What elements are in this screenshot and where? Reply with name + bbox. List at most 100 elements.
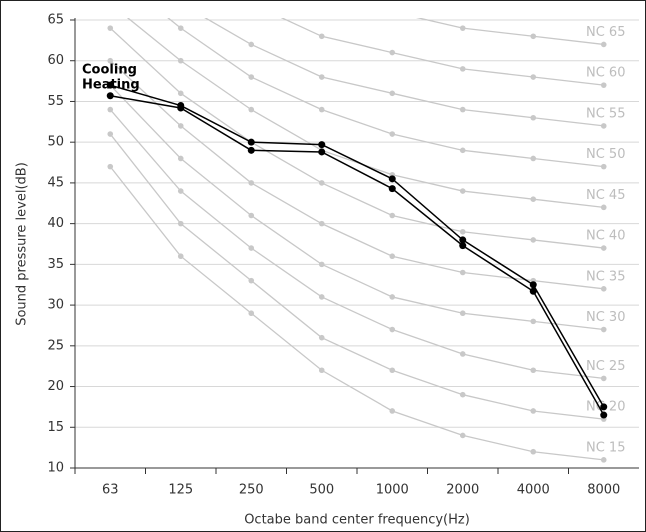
y-tick-label: 50: [47, 135, 64, 150]
reference-line: [415, 18, 604, 46]
reference-point: [600, 457, 607, 463]
reference-point: [389, 49, 396, 56]
reference-label: NC 55: [586, 106, 625, 121]
reference-point: [530, 408, 537, 414]
series-line: [110, 95, 605, 416]
grid: 10 15 20 25 30 35 40 45 50 55 60 65 63 125 250 500 1000 2…: [47, 13, 639, 498]
reference-point: [107, 57, 114, 64]
y-tick-label: 20: [47, 379, 64, 394]
y-tick-label: 25: [47, 338, 64, 353]
legend-label: Heating: [82, 78, 140, 93]
data-point: [318, 141, 326, 149]
reference-point: [389, 212, 396, 219]
reference-label: NC 25: [586, 359, 625, 374]
reference-line: [167, 18, 604, 168]
reference-point: [459, 147, 466, 154]
reference-line: [109, 109, 604, 380]
reference-point: [600, 82, 607, 88]
y-axis-title: Sound pressure level(dB): [15, 162, 30, 326]
data-point: [529, 281, 537, 289]
y-tick-label: 10: [47, 461, 64, 476]
reference-point: [530, 448, 537, 455]
reference-point: [530, 114, 537, 121]
x-tick-label: 4000: [517, 483, 550, 498]
x-tick-label: 8000: [587, 483, 620, 498]
reference-point: [389, 294, 396, 300]
reference-point: [107, 163, 114, 170]
data-point: [600, 403, 608, 411]
reference-label: NC 50: [586, 147, 625, 162]
data-point: [318, 148, 326, 156]
reference-label: NC 60: [586, 66, 625, 81]
reference-point: [600, 204, 607, 211]
reference-point: [318, 261, 325, 268]
reference-label: NC 30: [586, 310, 625, 325]
reference-line: [204, 18, 604, 127]
reference-point: [459, 310, 466, 317]
reference-point: [248, 41, 255, 48]
x-tick-label: 1000: [376, 483, 409, 498]
reference-point: [177, 57, 184, 64]
reference-point: [600, 286, 607, 292]
y-tick-label: 45: [47, 175, 64, 190]
x-tick-label: 125: [168, 483, 193, 498]
y-tick-label: 55: [47, 94, 64, 109]
reference-point: [600, 375, 607, 382]
reference-point: [459, 351, 466, 357]
series-line: [110, 84, 605, 408]
reference-point: [389, 90, 396, 97]
reference-point: [177, 90, 184, 97]
y-tick-label: 15: [47, 420, 64, 435]
reference-point: [177, 123, 184, 129]
reference-line: [109, 27, 604, 249]
reference-line: [280, 18, 604, 86]
reference-point: [177, 25, 184, 31]
data-point: [388, 185, 396, 193]
reference-point: [177, 188, 184, 194]
reference-point: [318, 180, 325, 186]
x-tick-label: 500: [309, 483, 334, 498]
data-point: [247, 138, 255, 146]
reference-point: [389, 253, 396, 260]
data-point: [529, 287, 537, 295]
reference-label: NC 35: [586, 269, 625, 284]
reference-label: NC 15: [586, 440, 625, 455]
reference-line: [109, 133, 604, 420]
reference-point: [459, 432, 466, 439]
data-point: [106, 81, 114, 89]
reference-point: [459, 106, 466, 113]
reference-point: [248, 212, 255, 219]
reference-point: [318, 334, 325, 341]
reference-point: [318, 220, 325, 227]
x-axis-title: Octabe band center frequency(Hz): [244, 513, 470, 528]
data-point: [106, 92, 114, 100]
reference-point: [248, 310, 255, 317]
x-tick-label: 63: [102, 483, 119, 498]
data-point: [177, 104, 185, 112]
y-tick-label: 40: [47, 216, 64, 231]
reference-point: [389, 408, 396, 414]
reference-label: NC 65: [586, 25, 625, 40]
reference-point: [318, 74, 325, 80]
reference-point: [600, 123, 607, 129]
data-point: [600, 411, 608, 419]
reference-point: [248, 245, 255, 251]
reference-point: [459, 66, 466, 72]
reference-point: [389, 367, 396, 374]
reference-point: [389, 326, 396, 333]
reference-point: [530, 318, 537, 325]
y-tick-label: 60: [47, 53, 64, 68]
reference-point: [459, 228, 466, 235]
data-point: [459, 236, 467, 244]
reference-point: [530, 367, 537, 374]
reference-point: [530, 74, 537, 80]
reference-label: NC 45: [586, 188, 625, 203]
reference-point: [530, 237, 537, 243]
reference-point: [177, 155, 184, 162]
y-tick-label: 65: [47, 13, 64, 28]
y-tick-label: 30: [47, 298, 64, 313]
